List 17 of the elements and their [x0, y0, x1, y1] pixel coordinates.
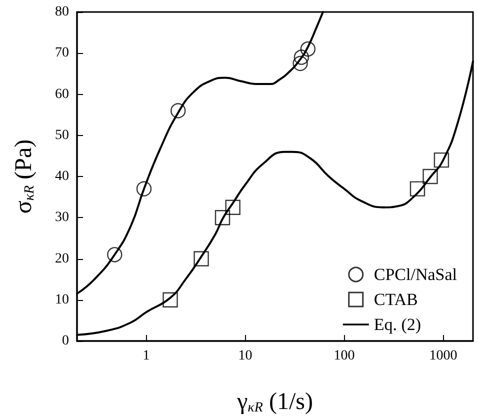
x-tick-label: 100: [334, 348, 355, 364]
y-tick-label: 80: [55, 4, 69, 20]
legend-label: CPCl/NaSal: [374, 265, 458, 284]
y-tick-label: 10: [55, 292, 69, 308]
y-tick-label: 20: [55, 251, 69, 266]
x-tick-label: 1000: [429, 348, 458, 364]
y-tick-label: 40: [55, 169, 69, 184]
legend-label: Eq. (2): [374, 315, 422, 334]
y-axis-title: σκR (Pa): [11, 139, 38, 214]
y-tick-label: 60: [55, 86, 69, 102]
y-tick-label: 30: [55, 210, 69, 226]
y-tick-label: 0: [62, 334, 69, 348]
x-tick-label: 1: [142, 348, 150, 364]
x-tick-label: 10: [238, 348, 252, 364]
y-tick-label: 50: [55, 128, 69, 143]
legend-label: CTAB: [374, 290, 418, 309]
y-tick-label: 70: [55, 46, 69, 61]
